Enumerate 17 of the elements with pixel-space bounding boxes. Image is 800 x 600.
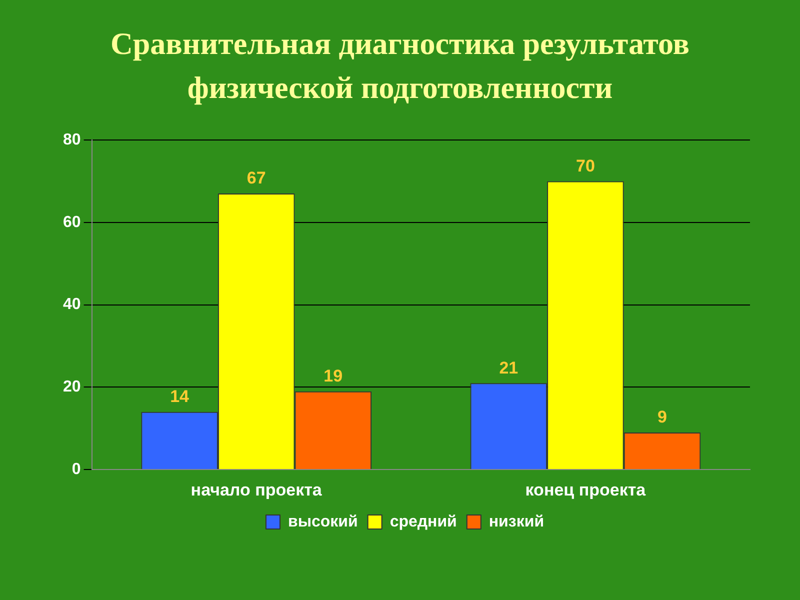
y-tick-label: 0 (72, 461, 81, 478)
data-label: 70 (576, 156, 595, 176)
x-tick-label: конец проекта (525, 480, 646, 500)
x-tick-label: начало проекта (190, 480, 322, 500)
legend-label: высокий (288, 513, 358, 530)
data-label: 67 (246, 168, 266, 188)
y-tick-label: 20 (63, 378, 81, 396)
y-tick-label: 80 (63, 131, 81, 148)
chart-title: Сравнительная диагностика результатов физической подготовленности (110, 25, 690, 107)
legend-label: средний (390, 513, 457, 530)
y-tick-label: 60 (63, 214, 81, 231)
data-label: 21 (499, 358, 518, 378)
y-tick-label: 40 (63, 296, 81, 314)
data-label: 19 (324, 366, 343, 386)
legend-label: низкий (488, 513, 544, 530)
data-label: 14 (170, 387, 190, 406)
data-label: 9 (658, 408, 667, 427)
